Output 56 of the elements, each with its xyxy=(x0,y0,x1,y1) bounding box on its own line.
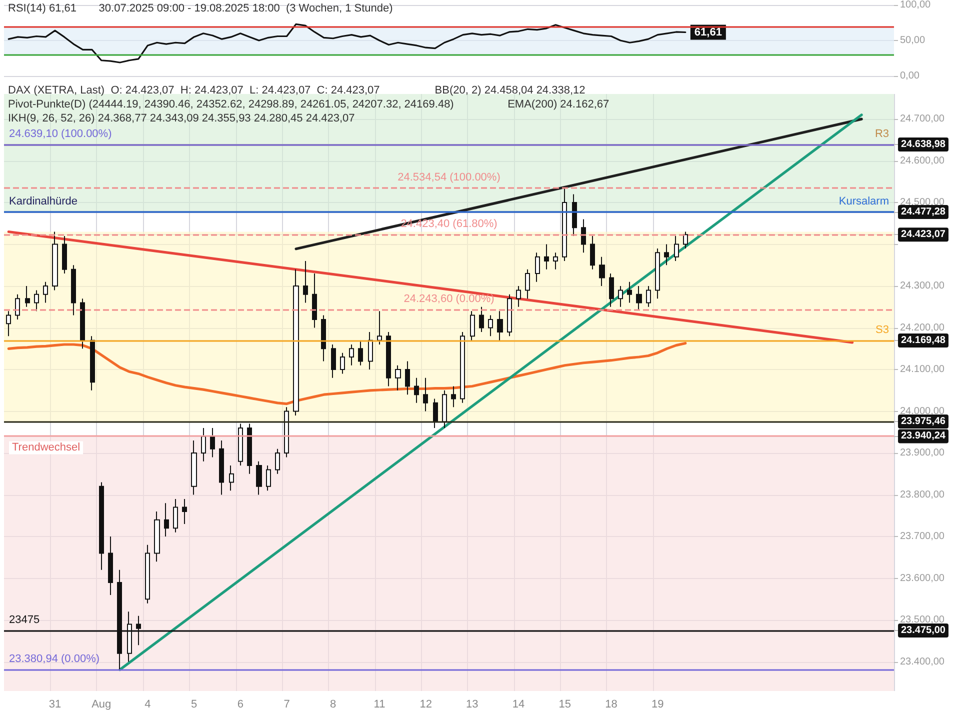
annotation: RSI(14) 61,61 xyxy=(8,2,76,14)
y-tick-label: 24.300,00 xyxy=(900,280,945,292)
y-tick-label: 0,00 xyxy=(900,70,920,82)
y-tick-label: 50,00 xyxy=(900,35,926,46)
ref-line-label: R3 xyxy=(874,128,889,140)
y-tick-label: 24.600,00 xyxy=(900,155,945,166)
y-tick-label: 24.477,28 xyxy=(901,206,946,218)
y-tick-label: 100,00 xyxy=(900,0,932,10)
ref-line-label: 23475 xyxy=(9,614,40,626)
x-tick-label: 19 xyxy=(651,698,664,710)
y-tick-label: 23.940,24 xyxy=(901,430,946,442)
x-tick-label: Aug xyxy=(92,698,112,710)
annotation: DAX (XETRA, Last) O: 24.423,07 H: 24.423,07 L: 24.423,07 C: 24.423,07 xyxy=(8,84,380,96)
y-tick-label: 23.700,00 xyxy=(900,531,945,542)
y-tick-label: 23.800,00 xyxy=(900,489,945,500)
y-tick-label: 24.700,00 xyxy=(900,114,945,125)
ref-line-label: 24.243,60 (0.00%) xyxy=(404,293,494,306)
data-label: 61,61 xyxy=(694,26,722,38)
y-tick-label: 24.638,98 xyxy=(901,139,946,150)
x-tick-label: 5 xyxy=(190,698,198,710)
x-tick-label: 11 xyxy=(374,698,386,710)
y-tick-label: 24.423,07 xyxy=(901,229,946,240)
x-tick-label: 7 xyxy=(284,698,290,710)
x-tick-label: 15 xyxy=(558,698,572,710)
x-tick-label: 6 xyxy=(237,698,244,710)
y-tick-label: 23.500,00 xyxy=(900,614,945,626)
y-tick-label: 24.200,00 xyxy=(900,322,945,334)
y-tick-label: 24.000,00 xyxy=(900,406,945,417)
x-tick-label: 8 xyxy=(330,698,336,710)
y-tick-label: 24.100,00 xyxy=(900,364,945,376)
y-tick-label: 23.600,00 xyxy=(900,572,945,584)
annotation: BB(20, 2) 24.458,04 24.338,12 xyxy=(434,84,586,96)
annotation: 30.07.2025 09:00 - 19.08.2025 18:00 (3 Wochen, 1 Stunde) xyxy=(98,2,393,14)
y-tick-label: 24.169,48 xyxy=(901,335,946,346)
y-tick-label: 23.975,46 xyxy=(901,416,946,428)
x-tick-label: 31 xyxy=(48,698,62,710)
x-tick-label: 18 xyxy=(605,698,618,710)
x-tick-label: 12 xyxy=(420,698,432,710)
annotation: IKH(9, 26, 52, 26) 24.368,77 24.343,09 24.355,93 24.280,45 24.423,07 xyxy=(8,112,355,124)
band-label: Trendwechsel xyxy=(12,442,80,454)
ref-line-label: 23.380,94 (0.00%) xyxy=(9,653,100,666)
y-tick-label: 23.900,00 xyxy=(900,448,945,459)
ref-line-label: 24.534,54 (100.00%) xyxy=(398,172,500,184)
x-tick-label: 4 xyxy=(144,698,151,710)
ref-line-label: Kursalarm xyxy=(838,196,889,208)
ref-line-label: S3 xyxy=(876,324,889,336)
annotation: EMA(200) 24.162,67 xyxy=(508,98,610,110)
annotation: Pivot-Punkte(D) (24444.19, 24390.46, 24352.62, 24298.89, 24261.05, 24207.32, 24169.48) xyxy=(8,98,454,110)
ref-line-label: 24.423,40 (61.80%) xyxy=(400,218,498,230)
x-tick-label: 13 xyxy=(466,698,478,710)
ref-line-label: 24.639,10 (100.00%) xyxy=(9,128,112,140)
x-tick-label: 14 xyxy=(512,698,525,710)
y-tick-label: 23.475,00 xyxy=(901,624,946,636)
y-tick-label: 23.400,00 xyxy=(900,656,945,668)
y-tick-label: 24.500,00 xyxy=(900,197,945,208)
ref-line-label: Kardinalhürde xyxy=(9,196,78,208)
